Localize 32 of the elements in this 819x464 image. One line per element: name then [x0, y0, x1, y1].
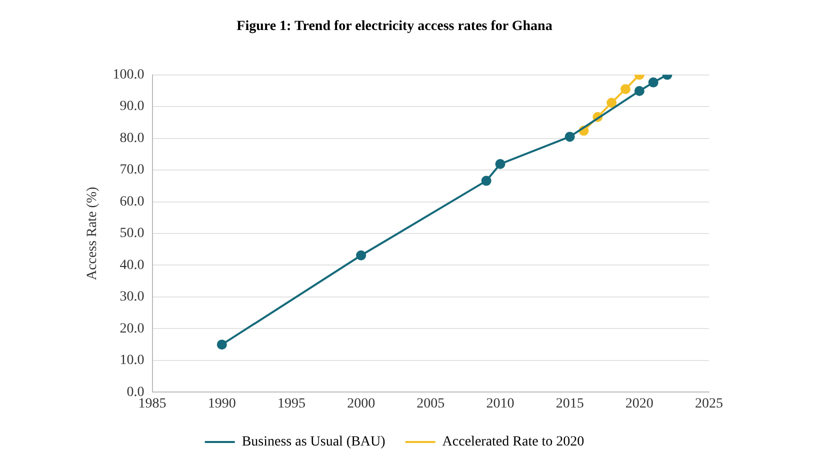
x-tick-label: 2000 — [347, 396, 376, 412]
y-tick-label: 20.0 — [120, 321, 144, 336]
point — [495, 158, 506, 169]
x-tick-label: 1985 — [138, 396, 166, 412]
y-tick-label: 90.0 — [120, 99, 144, 114]
y-tick-label: 100.0 — [112, 67, 144, 82]
x-tick-label: 2015 — [556, 396, 584, 412]
y-tick-label: 10.0 — [120, 353, 144, 368]
point — [648, 77, 658, 88]
legend-label: Business as Usual (BAU) — [242, 434, 386, 450]
x-tick-label: 2025 — [695, 396, 723, 412]
x-tick-label: 2005 — [416, 396, 445, 412]
legend-label: Accelerated Rate to 2020 — [442, 434, 584, 450]
point — [606, 98, 617, 108]
x-tick-label: 2010 — [486, 396, 514, 412]
y-tick-label: 50.0 — [120, 226, 144, 242]
point — [634, 86, 644, 96]
point — [564, 132, 575, 142]
y-tick-label: 80.0 — [120, 130, 144, 146]
x-tick-label: 2020 — [625, 396, 654, 412]
point — [356, 250, 366, 260]
chart-title: Figure 1: Trend for electricity access rates for Ghana — [236, 19, 552, 34]
y-axis-title: Access Rate (%) — [85, 186, 100, 280]
point — [620, 84, 630, 94]
point — [481, 176, 492, 186]
y-tick-label: 40.0 — [120, 258, 144, 273]
point — [216, 340, 227, 350]
y-tick-label: 30.0 — [120, 290, 144, 305]
x-tick-label: 1990 — [208, 396, 236, 412]
y-tick-label: 70.0 — [120, 162, 144, 178]
x-tick-label: 1995 — [277, 396, 306, 412]
y-tick-label: 60.0 — [120, 194, 144, 210]
